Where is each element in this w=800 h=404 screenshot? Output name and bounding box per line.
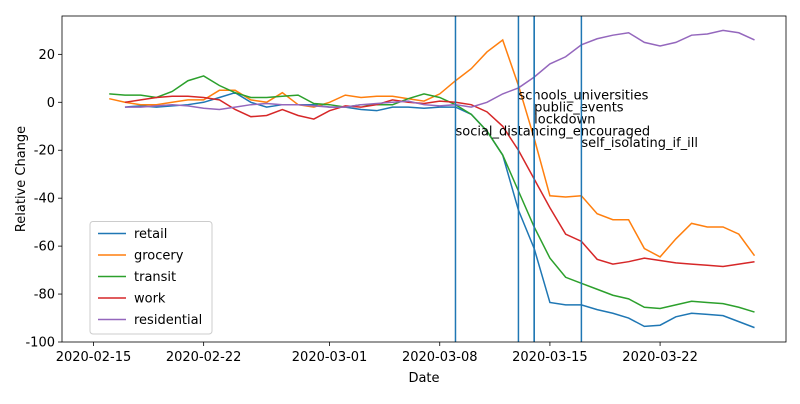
series-line — [124, 95, 755, 268]
plot-frame — [61, 15, 787, 343]
legend-label: residential — [134, 313, 202, 328]
x-tick-label: 2020-03-15 — [512, 350, 588, 365]
legend-label: transit — [134, 270, 176, 285]
x-tick-label: 2020-03-22 — [622, 350, 698, 365]
series-line — [124, 91, 755, 329]
legend-label: grocery — [134, 249, 184, 264]
legend-box — [89, 221, 213, 335]
series-line — [109, 75, 755, 313]
x-axis-label: Date — [408, 371, 439, 386]
y-axis-label: Relative Change — [14, 126, 29, 232]
y-tick-label: 0 — [47, 96, 55, 111]
event-label: social_distancing_encouraged — [455, 124, 650, 139]
event-label: lockdown — [534, 112, 595, 127]
x-tick-label: 2020-03-01 — [292, 350, 368, 365]
series-line — [109, 38, 756, 258]
y-tick-label: -60 — [34, 240, 55, 255]
y-tick-label: -40 — [34, 192, 55, 207]
series-line — [124, 29, 755, 111]
event-label: public_events — [534, 100, 624, 115]
y-tick-label: -20 — [34, 144, 55, 159]
legend-label: work — [134, 292, 166, 307]
event-label: schools_universities — [518, 88, 648, 103]
x-tick-label: 2020-02-15 — [56, 350, 132, 365]
event-label: self_isolating_if_ill — [581, 136, 698, 151]
y-tick-label: -100 — [25, 336, 55, 351]
y-tick-label: -80 — [34, 288, 55, 303]
x-tick-label: 2020-02-22 — [166, 350, 242, 365]
x-tick-label: 2020-03-08 — [402, 350, 478, 365]
y-tick-label: 20 — [38, 48, 55, 63]
legend-label: retail — [134, 227, 167, 242]
